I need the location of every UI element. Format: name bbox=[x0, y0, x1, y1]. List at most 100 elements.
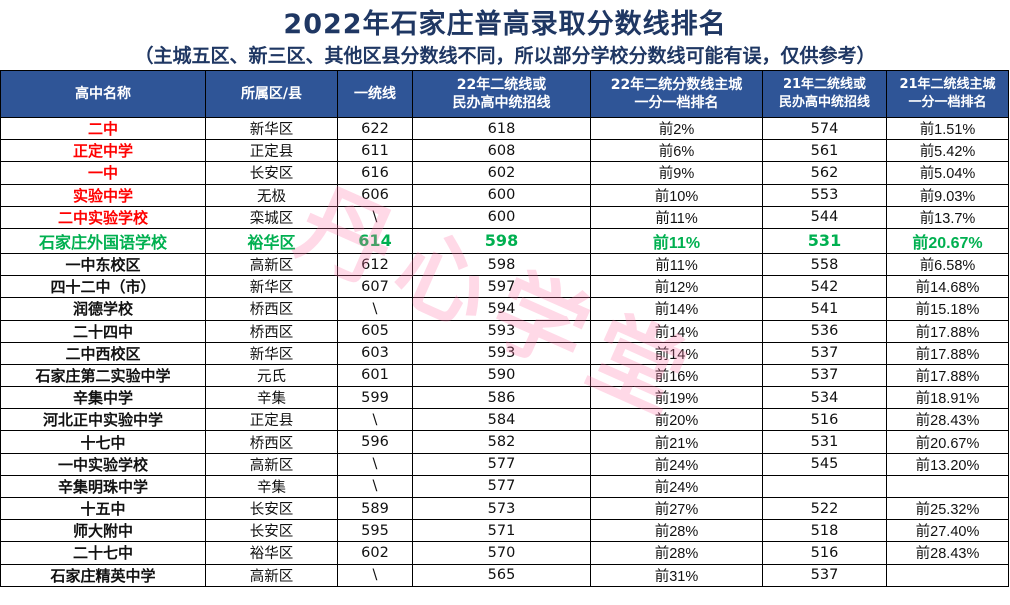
cell-district: 桥西区 bbox=[205, 319, 338, 343]
cell-rank22: 前24% bbox=[590, 452, 763, 476]
cell-name: 二十四中 bbox=[0, 319, 206, 343]
table-row: 十五中 长安区 589 573 前27% 522 前25.32% bbox=[0, 496, 1009, 521]
cell-rank21: 前27.40% bbox=[886, 519, 1009, 543]
cell-rank21 bbox=[886, 474, 1009, 499]
cell-rank22: 前24% bbox=[590, 474, 763, 499]
table-row: 实验中学 无极 606 600 前10% 553 前9.03% bbox=[0, 183, 1009, 207]
cell-tier2: 577 bbox=[412, 452, 591, 476]
cell-tier1: 589 bbox=[337, 496, 413, 521]
cell-rank22: 前28% bbox=[590, 541, 763, 565]
cell-district: 新华区 bbox=[205, 341, 338, 365]
score-table: 高中名称 所属区/县 一统线 22年二统线或 民办高中统招线 22年二统分数线主城… bbox=[0, 70, 1009, 587]
cell-tier1: 606 bbox=[337, 183, 413, 207]
cell-tier2: 618 bbox=[412, 116, 591, 141]
cell-tier2: 597 bbox=[412, 275, 591, 299]
cell-tier2: 600 bbox=[412, 183, 591, 207]
cell-rank22: 前2% bbox=[590, 116, 763, 141]
table-row: 一中实验学校 高新区 \ 577 前24% 545 前13.20% bbox=[0, 452, 1009, 476]
cell-district: 正定县 bbox=[205, 139, 338, 163]
cell-name: 正定中学 bbox=[0, 139, 206, 163]
cell-rank22: 前14% bbox=[590, 297, 763, 321]
cell-rank21: 前1.51% bbox=[886, 116, 1009, 141]
cell-district: 高新区 bbox=[205, 563, 338, 587]
cell-name: 石家庄精英中学 bbox=[0, 563, 206, 587]
cell-name: 辛集明珠中学 bbox=[0, 474, 206, 499]
cell-rank21: 前14.68% bbox=[886, 275, 1009, 299]
cell-tier2-21: 534 bbox=[762, 386, 887, 410]
cell-rank22: 前11% bbox=[590, 252, 763, 277]
table-row: 石家庄外国语学校 裕华区 614 598 前11% 531 前20.67% bbox=[0, 227, 1009, 254]
table-row: 十七中 桥西区 596 582 前21% 531 前20.67% bbox=[0, 430, 1009, 454]
table-body: 二中 新华区 622 618 前2% 574 前1.51% 正定中学 正定县 611 608 前6% 5… bbox=[0, 116, 1009, 587]
cell-tier2-21: 518 bbox=[762, 519, 887, 543]
cell-rank21: 前28.43% bbox=[886, 541, 1009, 565]
cell-district: 长安区 bbox=[205, 519, 338, 543]
cell-district: 桥西区 bbox=[205, 297, 338, 321]
cell-district: 元氏 bbox=[205, 363, 338, 388]
cell-rank22: 前14% bbox=[590, 341, 763, 365]
cell-rank22: 前12% bbox=[590, 275, 763, 299]
cell-tier2-21: 545 bbox=[762, 452, 887, 476]
cell-district: 高新区 bbox=[205, 452, 338, 476]
col-header-district: 所属区/县 bbox=[205, 70, 338, 118]
cell-rank22: 前21% bbox=[590, 430, 763, 454]
cell-tier1: 602 bbox=[337, 541, 413, 565]
cell-tier2-21: 544 bbox=[762, 205, 887, 229]
cell-rank21: 前6.58% bbox=[886, 252, 1009, 277]
cell-rank21: 前17.88% bbox=[886, 363, 1009, 388]
cell-rank21: 前15.18% bbox=[886, 297, 1009, 321]
cell-tier1: 603 bbox=[337, 341, 413, 365]
table-row: 辛集明珠中学 辛集 \ 577 前24% bbox=[0, 474, 1009, 499]
table-header-row: 高中名称 所属区/县 一统线 22年二统线或 民办高中统招线 22年二统分数线主城… bbox=[0, 70, 1009, 118]
cell-district: 辛集 bbox=[205, 474, 338, 499]
cell-district: 正定县 bbox=[205, 408, 338, 432]
cell-name: 十七中 bbox=[0, 430, 206, 454]
cell-tier2: 565 bbox=[412, 563, 591, 587]
cell-tier1: \ bbox=[337, 474, 413, 499]
cell-tier2-21: 531 bbox=[762, 430, 887, 454]
table-row: 二中实验学校 栾城区 \ 600 前11% 544 前13.7% bbox=[0, 205, 1009, 229]
cell-tier1: 599 bbox=[337, 386, 413, 410]
cell-rank22: 前9% bbox=[590, 161, 763, 185]
cell-rank22: 前31% bbox=[590, 563, 763, 587]
cell-name: 河北正中实验中学 bbox=[0, 408, 206, 432]
cell-district: 辛集 bbox=[205, 386, 338, 410]
cell-tier1: 596 bbox=[337, 430, 413, 454]
cell-tier1: 612 bbox=[337, 252, 413, 277]
cell-rank22: 前11% bbox=[590, 205, 763, 229]
cell-tier2: 608 bbox=[412, 139, 591, 163]
cell-tier2-21: 553 bbox=[762, 183, 887, 207]
cell-rank21: 前25.32% bbox=[886, 496, 1009, 521]
cell-tier2: 577 bbox=[412, 474, 591, 499]
cell-tier2: 571 bbox=[412, 519, 591, 543]
cell-district: 长安区 bbox=[205, 161, 338, 185]
table-row: 二十七中 裕华区 602 570 前28% 516 前28.43% bbox=[0, 541, 1009, 565]
cell-tier2: 602 bbox=[412, 161, 591, 185]
cell-rank21: 前9.03% bbox=[886, 183, 1009, 207]
cell-tier2-21: 516 bbox=[762, 408, 887, 432]
cell-tier2-21: 522 bbox=[762, 496, 887, 521]
cell-rank21: 前28.43% bbox=[886, 408, 1009, 432]
table-row: 石家庄第二实验中学 元氏 601 590 前16% 537 前17.88% bbox=[0, 363, 1009, 388]
cell-rank22: 前11% bbox=[590, 227, 763, 254]
table-row: 四十二中（市） 新华区 607 597 前12% 542 前14.68% bbox=[0, 275, 1009, 299]
cell-district: 新华区 bbox=[205, 116, 338, 141]
cell-name: 辛集中学 bbox=[0, 386, 206, 410]
cell-tier2-21: 561 bbox=[762, 139, 887, 163]
cell-tier2-21: 541 bbox=[762, 297, 887, 321]
cell-rank22: 前20% bbox=[590, 408, 763, 432]
cell-rank21 bbox=[886, 563, 1009, 587]
cell-rank21: 前13.20% bbox=[886, 452, 1009, 476]
page-title: 2022年石家庄普高录取分数线排名 bbox=[283, 9, 727, 40]
cell-tier1: 605 bbox=[337, 319, 413, 343]
table-row: 二中 新华区 622 618 前2% 574 前1.51% bbox=[0, 116, 1009, 141]
cell-rank22: 前16% bbox=[590, 363, 763, 388]
cell-district: 新华区 bbox=[205, 275, 338, 299]
cell-district: 高新区 bbox=[205, 252, 338, 277]
cell-rank22: 前10% bbox=[590, 183, 763, 207]
cell-name: 石家庄外国语学校 bbox=[0, 227, 206, 254]
cell-name: 二中实验学校 bbox=[0, 205, 206, 229]
table-row: 一中 长安区 616 602 前9% 562 前5.04% bbox=[0, 161, 1009, 185]
cell-tier2-21: 531 bbox=[762, 227, 887, 254]
cell-tier2-21: 558 bbox=[762, 252, 887, 277]
